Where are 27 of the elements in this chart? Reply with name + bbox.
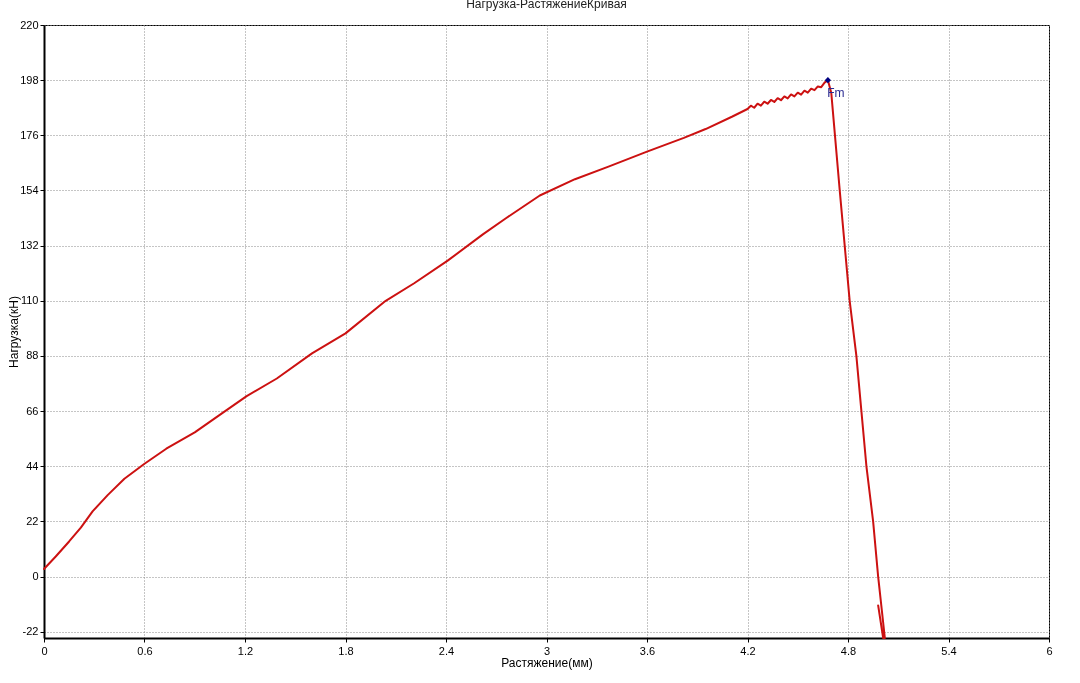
- x-tick-label: 3.6: [639, 644, 656, 657]
- y-tick-label: 220: [20, 18, 39, 31]
- y-tick-label: 154: [20, 183, 39, 196]
- y-tick-label: 132: [20, 239, 39, 252]
- y-tick-label: 22: [26, 514, 39, 527]
- x-tick-label: 2.4: [438, 644, 455, 657]
- x-tick-label: 4.8: [840, 644, 857, 657]
- x-tick-label: 3: [543, 644, 551, 657]
- line-series: [43, 79, 886, 639]
- x-tick-label: 1.2: [237, 644, 254, 657]
- x-tick-label: 6: [1046, 644, 1053, 657]
- y-tick-label: 198: [20, 73, 39, 86]
- y-tick-label: 176: [20, 128, 39, 141]
- x-tick-label: 0.6: [137, 644, 153, 657]
- y-tick-label: 88: [26, 349, 39, 362]
- x-tick-label: 5.4: [941, 644, 957, 657]
- y-axis-title: Нагрузка(кН): [6, 296, 21, 368]
- x-tick-label: 4.2: [740, 644, 756, 657]
- y-tick-label: -22: [22, 625, 39, 638]
- x-tick-label: 1.8: [338, 644, 354, 657]
- y-tick-label: 0: [32, 570, 39, 583]
- x-axis-title: Растяжение(мм): [501, 655, 593, 670]
- y-tick-label: 66: [26, 404, 39, 417]
- y-tick-label: 110: [20, 294, 39, 307]
- x-tick-label: 0: [41, 644, 48, 657]
- chart-title: Нагрузка-РастяжениеКривая: [466, 0, 627, 11]
- y-tick-label: 44: [26, 459, 39, 472]
